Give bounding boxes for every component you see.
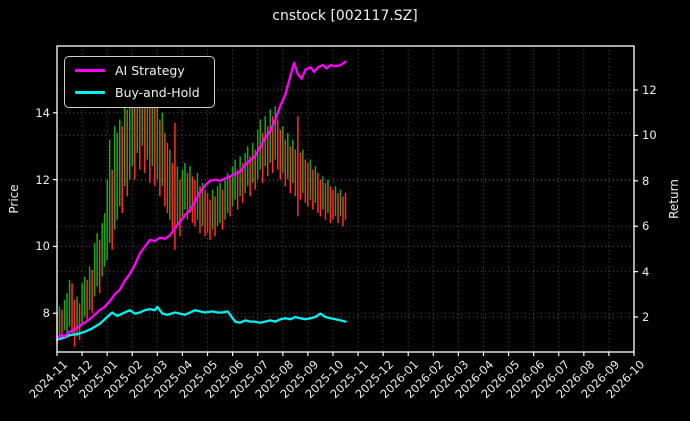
candlestick-bars [56, 59, 347, 347]
buy-and-hold-line-swatch [75, 91, 105, 94]
left-y-tick-label: 12 [35, 172, 50, 187]
left-y-tick-label: 8 [42, 306, 50, 321]
right-y-tick-label: 12 [642, 83, 657, 98]
legend-box: AI Strategy Buy-and-Hold [64, 56, 215, 108]
right-y-tick-label: 8 [642, 173, 650, 188]
legend-item-ai-strategy: AI Strategy [75, 63, 200, 78]
right-y-tick-label: 2 [642, 310, 650, 325]
right-y-tick-label: 10 [642, 128, 657, 143]
right-y-tick-label: 6 [642, 219, 650, 234]
ai-strategy-line-swatch [75, 69, 105, 72]
left-y-tick-label: 10 [35, 239, 50, 254]
ai-strategy-line [55, 60, 347, 340]
chart-title: cnstock [002117.SZ] [272, 8, 418, 24]
left-y-tick-label: 14 [35, 105, 50, 120]
axis-ticks [53, 89, 638, 356]
legend-label: Buy-and-Hold [115, 85, 200, 100]
right-axis-label: Return [667, 179, 681, 219]
left-axis-label: Price [7, 184, 21, 214]
legend-item-buy-and-hold: Buy-and-Hold [75, 85, 200, 100]
plot-frame [56, 45, 635, 353]
buy-and-hold-line [55, 305, 347, 341]
right-y-tick-label: 4 [642, 264, 650, 279]
legend-label: AI Strategy [115, 63, 185, 78]
